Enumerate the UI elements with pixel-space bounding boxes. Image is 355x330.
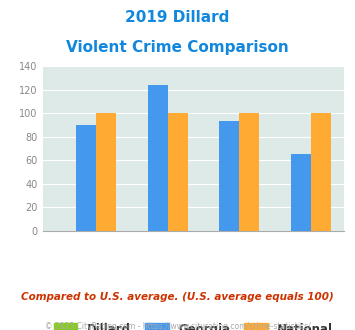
Text: © 2025 CityRating.com - https://www.cityrating.com/crime-statistics/: © 2025 CityRating.com - https://www.city… [45, 322, 310, 330]
Bar [96, 113, 116, 231]
Bar [76, 125, 96, 231]
Text: Violent Crime Comparison: Violent Crime Comparison [66, 40, 289, 54]
Bar [219, 121, 239, 231]
Legend: Dillard, Georgia, National: Dillard, Georgia, National [54, 323, 333, 330]
Bar [239, 113, 259, 231]
Text: 2019 Dillard: 2019 Dillard [125, 10, 230, 25]
Bar [291, 154, 311, 231]
Bar [168, 113, 188, 231]
Bar [148, 85, 168, 231]
Bar [311, 113, 331, 231]
Text: Compared to U.S. average. (U.S. average equals 100): Compared to U.S. average. (U.S. average … [21, 292, 334, 302]
